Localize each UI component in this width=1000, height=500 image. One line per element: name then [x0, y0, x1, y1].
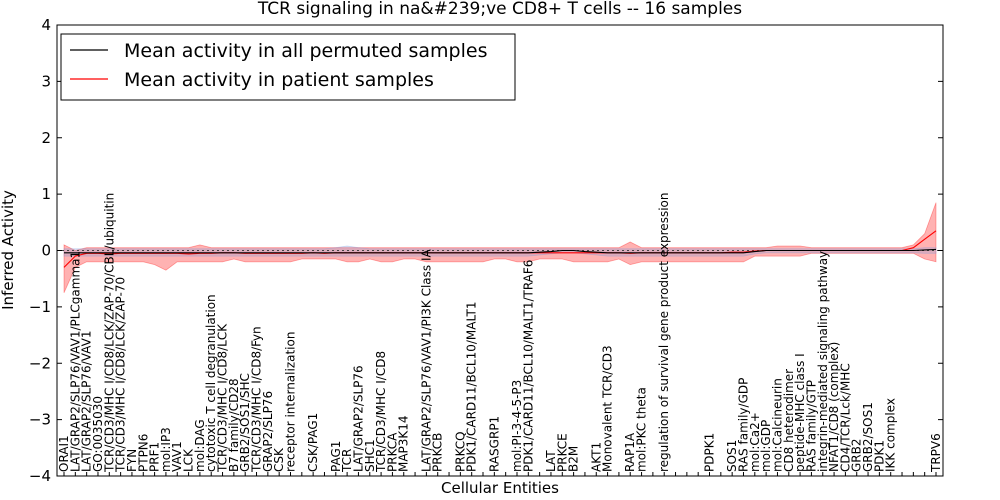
y-tick-label: −1 [29, 298, 51, 316]
x-tick-label: TCR/CD3/MHC I/CD8/LCK/ZAP-70/CBL/ubiquit… [102, 193, 116, 473]
x-tick-label: CD4/TCR/Lck/MHC [838, 363, 852, 472]
x-tick-label: cytotoxic T cell degranulation [204, 294, 218, 472]
x-tick-label: mol:GDP [759, 420, 773, 472]
x-tick-label: RAS family/GTP [804, 380, 818, 472]
x-tick-label: TCR/CD3/MHC I/CD8 [374, 351, 388, 473]
x-tick-label: PRKCB [431, 433, 445, 472]
x-tick-label: LCK [182, 448, 196, 472]
x-tick-label: RASGRP1 [487, 416, 501, 472]
x-tick-label: PDK1 [872, 440, 886, 472]
x-tick-label: mol:Calcineurin [771, 378, 785, 472]
x-tick-label: GO:0035030 [91, 396, 105, 472]
x-tick-label: PRF1 [148, 442, 162, 472]
x-tick-label: PDPK1 [703, 433, 717, 472]
x-tick-label: GRB2 [850, 438, 864, 472]
y-tick-label: 4 [41, 16, 51, 34]
series-lines [63, 230, 937, 268]
x-tick-label: TRPV6 [929, 433, 943, 473]
y-tick-label: −4 [29, 467, 51, 485]
x-tick-label: LAT/GRAP2/SLP76/VAV1 [80, 331, 94, 472]
x-tick-label: GRB2/SOS1/SHC [238, 373, 252, 472]
x-tick-label: LAT [544, 450, 558, 472]
x-tick-label: PRKCE [555, 433, 569, 472]
x-tick-label: RAP1A [623, 432, 637, 472]
x-tick-label: SOS1 [725, 440, 739, 472]
x-tick-label: PRKCA [385, 432, 399, 472]
x-tick-label: PTPN6 [136, 434, 150, 472]
x-tick-label: mol:DAG [193, 419, 207, 472]
band-patient [63, 202, 937, 293]
x-tick-label: LAT/GRAP2/SLP76/VAV1/PLCgamma1 [68, 251, 82, 472]
x-axis: ORAI1LAT/GRAP2/SLP76/VAV1/PLCgamma1LAT/G… [57, 193, 943, 476]
x-tick-label: ORAI1 [57, 435, 71, 472]
x-tick-label: B2M [567, 446, 581, 472]
x-tick-label: PAG1 [329, 441, 343, 472]
x-tick-label: VAV1 [170, 441, 184, 472]
x-tick-label: AKT1 [589, 442, 603, 472]
y-tick-label: 0 [41, 242, 51, 260]
legend-box [60, 33, 516, 101]
x-tick-label: peptide-MHC class I [793, 353, 807, 472]
x-tick-label: CSK [272, 447, 286, 472]
x-tick-label: TCR/CD3/MHC I/CD8/LCK [216, 323, 230, 473]
chart-title: TCR signaling in na&#239;ve CD8+ T cells… [257, 0, 742, 19]
x-tick-label: IKK complex [884, 398, 898, 472]
x-tick-label: FYN [125, 449, 139, 472]
y-tick-label: 1 [41, 185, 51, 203]
y-axis-label: Inferred Activity [0, 190, 17, 310]
legend-label-patient: Mean activity in patient samples [124, 69, 434, 91]
line-permuted [64, 248, 937, 254]
legend: Mean activity in all permuted samples Me… [60, 33, 516, 101]
x-tick-label: PDK1/CARD11/BCL10/MALT1/TRAF6 [521, 260, 535, 472]
x-tick-label: integrin-mediated signaling pathway [816, 251, 830, 472]
legend-label-permuted: Mean activity in all permuted samples [124, 40, 487, 62]
y-axis: −4 −3 −2 −1 0 1 2 3 4 [29, 16, 943, 485]
x-tick-label: B7 family/CD28 [227, 378, 241, 472]
x-tick-label: mol:IP3 [159, 427, 173, 472]
x-tick-label: PRKCQ [453, 431, 467, 472]
y-tick-label: 2 [41, 129, 51, 147]
x-tick-label: RAS family/GDP [737, 378, 751, 472]
x-tick-label: SHC1 [363, 439, 377, 472]
confidence-bands [63, 202, 937, 293]
x-tick-label: LAT/GRAP2/SLP76 [351, 365, 365, 472]
x-tick-label: TCR/CD3/MHC I/CD8/Fyn [250, 326, 264, 473]
x-tick-label: regulation of survival gene product expr… [657, 193, 671, 472]
x-tick-label: PDK1/CARD11/BCL10/MALT1 [465, 302, 479, 472]
x-tick-label: NFAT1/CD8 (complex) [827, 342, 841, 472]
x-tick-label: MAP3K14 [397, 415, 411, 472]
x-tick-label: TCR/CD3/MHC I/CD8/LCK/ZAP-70 [114, 277, 128, 473]
x-tick-label: GRB2/SOS1 [861, 402, 875, 472]
x-tick-label: mol:Ca2+ [748, 412, 762, 472]
y-tick-label: −3 [29, 411, 51, 429]
x-tick-label: CD8 heterodimer [782, 369, 796, 472]
x-tick-label: Monovalent TCR/CD3 [601, 345, 615, 472]
x-tick-label: receptor internalization [284, 332, 298, 472]
y-tick-label: −2 [29, 354, 51, 372]
x-axis-label: Cellular Entities [441, 479, 559, 497]
x-tick-label: GRAP2/SLP76 [261, 391, 275, 472]
y-tick-label: 3 [41, 72, 51, 90]
x-tick-label: mol:PI-3-4-5-P3 [510, 380, 524, 472]
x-tick-label: mol:PKC theta [635, 387, 649, 472]
x-tick-label: LAT/GRAP2/SLP76/VAV1/PI3K Class IA [419, 248, 433, 472]
x-tick-label: CSK/PAG1 [306, 413, 320, 472]
x-tick-label: TCR [340, 449, 354, 473]
